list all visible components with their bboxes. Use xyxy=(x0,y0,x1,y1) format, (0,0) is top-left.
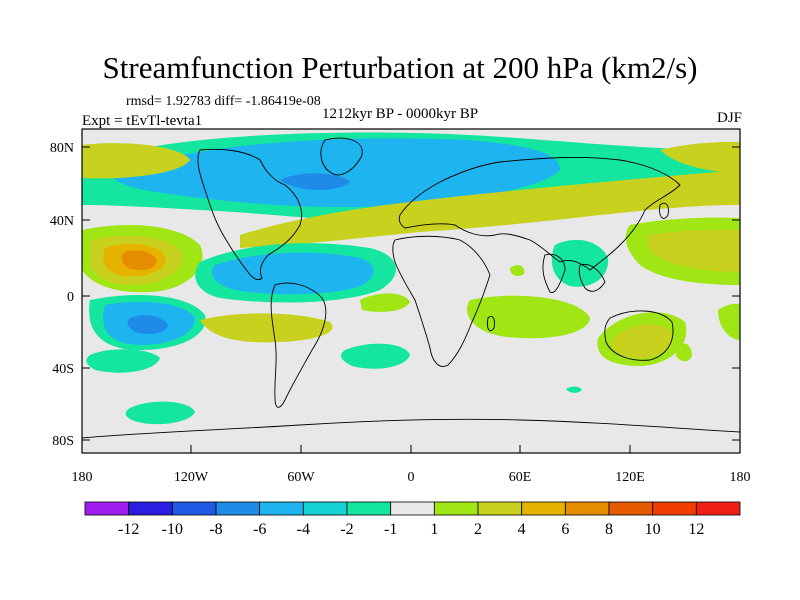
coast-southeast-asia xyxy=(578,263,606,292)
contour-yellow-aus xyxy=(611,324,673,358)
colorbar: -12 -10 -8 -6 -4 -2 -1 1 2 4 6 8 10 12 xyxy=(84,501,741,538)
coast-north-america xyxy=(197,148,303,281)
contour-green-soatl xyxy=(340,343,410,369)
contour-green-small xyxy=(510,265,525,276)
colorbar-swatch xyxy=(215,501,261,516)
contour-green-antarctic xyxy=(125,401,195,425)
colorbar-swatch xyxy=(302,501,348,516)
contour-green-south-atl xyxy=(360,293,410,312)
colorbar-label: -4 xyxy=(297,521,310,538)
lat-label-80n: 80N xyxy=(50,141,74,156)
colorbar-label: -1 xyxy=(384,521,397,538)
time-period-label: 1212kyr BP - 0000kyr BP xyxy=(321,106,479,122)
contour-blue-spac xyxy=(127,315,168,334)
contour-yellow-npac-east xyxy=(660,141,740,175)
coast-europe-asia xyxy=(398,156,681,271)
lat-label-0: 0 xyxy=(67,290,74,305)
contour-green-spac-east xyxy=(718,303,740,340)
contour-green-sopac xyxy=(86,349,160,373)
coast-japan xyxy=(659,202,669,219)
colorbar-label: -10 xyxy=(162,521,183,538)
contour-green-nz xyxy=(676,343,692,362)
plot-title: Streamfunction Perturbation at 200 hPa (… xyxy=(102,50,698,85)
lon-label-180w: 180 xyxy=(72,470,93,485)
colorbar-label: 10 xyxy=(645,521,661,538)
coast-south-america xyxy=(270,282,327,408)
coastlines xyxy=(82,137,740,439)
lon-label-120w: 120W xyxy=(174,470,209,485)
contour-field xyxy=(82,129,740,453)
colorbar-label: -6 xyxy=(253,521,266,538)
contour-cyan-north xyxy=(110,138,560,208)
lon-label-120e: 120E xyxy=(615,470,645,485)
coast-australia xyxy=(604,310,674,361)
colorbar-label: -8 xyxy=(209,521,222,538)
contour-deep-orange-wpac xyxy=(121,250,157,270)
coast-madagascar xyxy=(487,316,495,332)
colorbar-swatch xyxy=(564,501,610,516)
colorbar-swatch xyxy=(521,501,566,516)
lat-label-80s: 80S xyxy=(52,434,74,449)
colorbar-label: 12 xyxy=(688,521,704,538)
experiment-label: Expt = tEvTl-tevta1 xyxy=(82,113,203,129)
coast-india xyxy=(542,253,566,293)
coast-greenland xyxy=(320,137,363,176)
colorbar-label: 8 xyxy=(605,521,613,538)
contour-yellow-midlat xyxy=(240,170,740,248)
colorbar-swatch xyxy=(84,501,130,516)
colorbar-swatch xyxy=(390,501,435,516)
season-label: DJF xyxy=(716,110,742,126)
lon-label-0: 0 xyxy=(408,470,415,485)
colorbar-swatch xyxy=(433,501,479,516)
contour-yellow-npac xyxy=(82,143,190,179)
colorbar-label: -12 xyxy=(118,521,139,538)
colorbar-label: -2 xyxy=(340,521,353,538)
colorbar-swatch xyxy=(695,501,741,516)
colorbar-label: 2 xyxy=(474,521,482,538)
colorbar-swatch xyxy=(477,501,523,516)
lon-label-180e: 180 xyxy=(730,470,751,485)
colorbar-swatch xyxy=(346,501,392,516)
contour-green-south-ind xyxy=(467,295,590,339)
contour-cyan-tropamer xyxy=(211,252,374,295)
colorbar-label: 1 xyxy=(430,521,438,538)
colorbar-swatch xyxy=(128,501,173,516)
rmsd-stats: rmsd= 1.92783 diff= -1.86419e-08 xyxy=(126,94,321,109)
lat-label-40n: 40N xyxy=(50,214,74,229)
colorbar-swatch xyxy=(171,501,217,516)
colorbar-swatch xyxy=(652,501,697,516)
lon-label-60w: 60W xyxy=(287,470,315,485)
lat-label-40s: 40S xyxy=(52,362,74,377)
coast-africa xyxy=(392,235,491,367)
contour-yellow-spac xyxy=(200,313,333,343)
contour-green-soind xyxy=(566,386,582,393)
axis-ticks xyxy=(81,146,741,453)
contour-blue-north xyxy=(280,173,350,190)
colorbar-swatch xyxy=(608,501,654,516)
colorbar-label: 4 xyxy=(518,521,526,538)
lon-label-60e: 60E xyxy=(509,470,532,485)
coast-antarctica xyxy=(82,418,740,439)
contour-yellow-eastasia xyxy=(646,229,740,272)
colorbar-label: 6 xyxy=(561,521,569,538)
colorbar-swatch xyxy=(259,501,304,516)
